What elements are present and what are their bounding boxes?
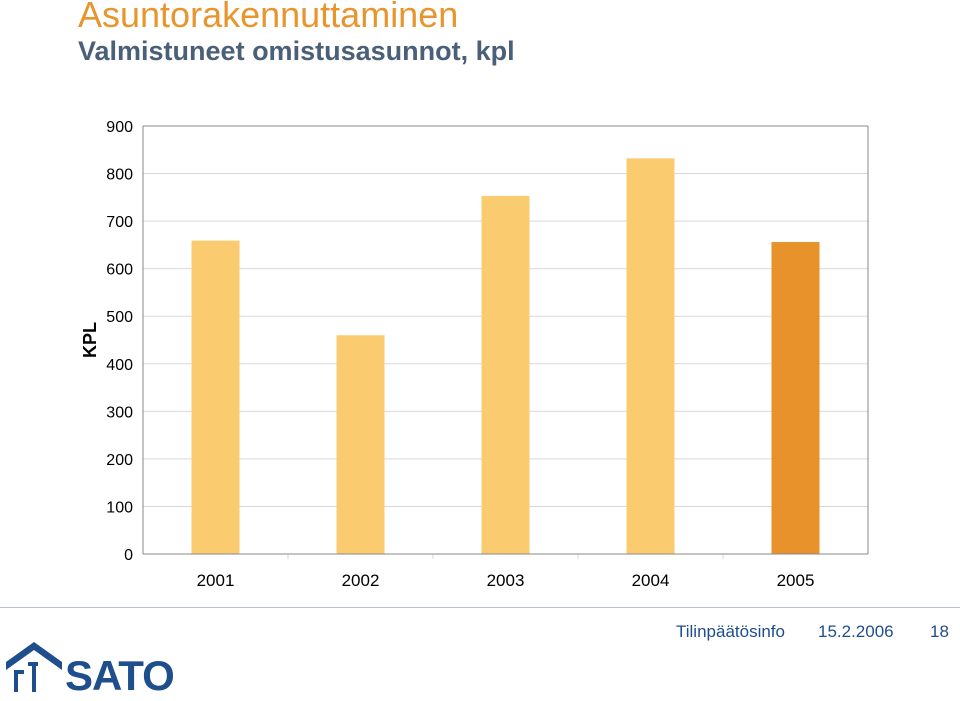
x-tick-label: 2001	[197, 571, 235, 590]
footer-label: Tilinpäätösinfo	[676, 622, 785, 641]
y-tick-label: 800	[106, 167, 133, 184]
axes	[142, 125, 869, 559]
sato-house-icon	[6, 642, 62, 692]
bar-2002	[336, 335, 385, 554]
x-tick-label: 2002	[342, 571, 380, 590]
y-tick-label: 0	[124, 547, 133, 564]
y-tick-label: 900	[106, 119, 133, 136]
bar-2003	[481, 195, 530, 554]
tick-labels: 0 100 200 300 400 500 600 700 800 900 2001 2002 2003…	[106, 119, 814, 590]
x-tick-label: 2003	[487, 571, 525, 590]
footer-divider	[0, 607, 960, 608]
bars	[191, 158, 820, 555]
x-tick-label: 2005	[777, 571, 815, 590]
y-tick-label: 600	[106, 262, 133, 279]
y-tick-label: 700	[106, 214, 133, 231]
y-tick-label: 400	[106, 357, 133, 374]
page-subtitle: Valmistuneet omistusasunnot, kpl	[78, 36, 515, 66]
logo-text: SATO	[65, 652, 175, 699]
y-tick-label: 100	[106, 499, 133, 516]
y-tick-label: 500	[106, 309, 133, 326]
page-number: 18	[930, 622, 949, 641]
bar-2005	[771, 242, 820, 554]
y-axis-label: KPL	[80, 322, 100, 358]
x-tick-label: 2004	[632, 571, 670, 590]
y-tick-label: 200	[106, 452, 133, 469]
bar-chart: 0 100 200 300 400 500 600 700 800 900 2001 2002 2003…	[80, 119, 869, 590]
footer-date: 15.2.2006	[818, 622, 894, 641]
bar-2004	[626, 158, 675, 555]
bar-2001	[191, 240, 240, 554]
page-title: Asuntorakennuttaminen	[78, 0, 459, 35]
y-tick-label: 300	[106, 404, 133, 421]
